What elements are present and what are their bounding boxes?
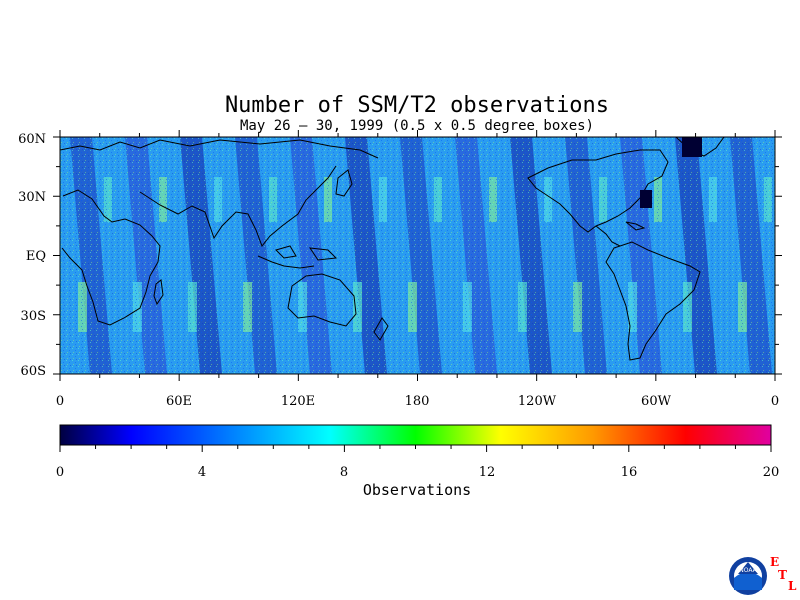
lon-label-0: 0	[56, 394, 64, 409]
colorbar-ticks	[59, 445, 772, 452]
lon-label-180: 180	[405, 394, 430, 409]
lon-label-60e: 60E	[166, 394, 192, 409]
lon-label-60w: 60W	[641, 394, 672, 409]
noaa-etl-logo: NOAA E T L	[729, 555, 797, 595]
field-noise	[60, 137, 775, 374]
swath-gap-band	[785, 137, 800, 374]
etl-letter-e: E	[770, 555, 779, 569]
axis-ticks	[53, 130, 782, 381]
latitude-labels: 60N 30N EQ 30S 60S	[18, 132, 46, 379]
colorbar-label-8: 8	[340, 465, 348, 480]
lat-label-60n: 60N	[18, 132, 46, 147]
colorbar-labels: 0 4 8 12 16 20	[56, 465, 779, 480]
colorbar	[59, 424, 772, 446]
colorbar-label-4: 4	[198, 465, 206, 480]
etl-letter-l: L	[788, 579, 797, 593]
noaa-text: NOAA	[739, 567, 757, 574]
swath-overlap-band	[793, 282, 800, 332]
colorbar-label-16: 16	[621, 465, 638, 480]
coastlines	[60, 137, 725, 361]
lat-label-30s: 30S	[21, 309, 46, 324]
observation-field	[60, 137, 800, 374]
no-data-patch	[640, 190, 652, 208]
etl-letter-t: T	[778, 568, 787, 582]
lon-label-0-east: 0	[771, 394, 779, 409]
colorbar-label-12: 12	[479, 465, 496, 480]
map-subtitle: May 26 – 30, 1999 (0.5 x 0.5 degree boxe…	[240, 118, 594, 134]
colorbar-title: Observations	[363, 481, 471, 499]
colorbar-label-20: 20	[763, 465, 780, 480]
lat-label-30n: 30N	[18, 190, 46, 205]
longitude-labels: 0 60E 120E 180 120W 60W 0	[56, 394, 779, 409]
lon-label-120w: 120W	[518, 394, 557, 409]
no-data-patch	[682, 137, 702, 157]
colorbar-label-0: 0	[56, 465, 64, 480]
lon-label-120e: 120E	[281, 394, 315, 409]
lat-label-60s: 60S	[21, 364, 46, 379]
map-title: Number of SSM/T2 observations	[225, 93, 609, 118]
lat-label-eq: EQ	[26, 249, 46, 264]
